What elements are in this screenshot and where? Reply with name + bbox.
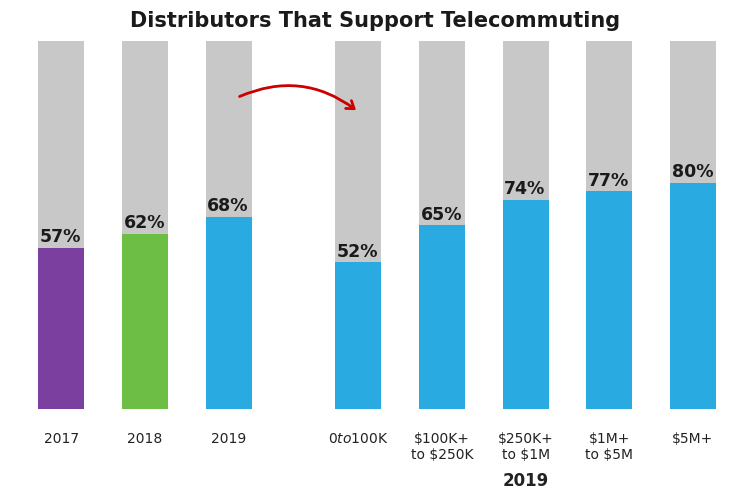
Bar (670, 41, 716, 409)
Text: 57%: 57% (40, 228, 81, 246)
Text: $5M+: $5M+ (672, 432, 713, 446)
Text: 68%: 68% (207, 197, 249, 215)
Text: 2018: 2018 (128, 432, 163, 446)
Text: $250K+
to $1M: $250K+ to $1M (498, 432, 554, 462)
Text: 52%: 52% (337, 242, 379, 261)
Bar (503, 41, 548, 409)
Bar (586, 41, 632, 409)
Text: 2019: 2019 (503, 472, 549, 489)
Bar (586, 191, 632, 409)
Text: $100K+
to $250K: $100K+ to $250K (411, 432, 473, 462)
Text: 62%: 62% (124, 214, 165, 232)
Bar (335, 41, 381, 409)
Bar (38, 41, 84, 409)
Text: 2019: 2019 (211, 432, 246, 446)
Text: $0 to $100K: $0 to $100K (328, 432, 388, 446)
Bar (503, 200, 548, 409)
Bar (335, 262, 381, 409)
Bar (122, 234, 168, 409)
Bar (419, 41, 465, 409)
Text: 65%: 65% (421, 206, 462, 224)
Text: 80%: 80% (671, 163, 713, 181)
Bar (38, 248, 84, 409)
Bar (122, 41, 168, 409)
Text: 77%: 77% (588, 172, 629, 190)
Title: Distributors That Support Telecommuting: Distributors That Support Telecommuting (130, 11, 620, 31)
Bar (206, 41, 251, 409)
Text: 74%: 74% (504, 180, 545, 198)
Text: $1M+
to $5M: $1M+ to $5M (585, 432, 633, 462)
Text: 2017: 2017 (44, 432, 79, 446)
Bar (206, 217, 251, 409)
Bar (670, 182, 716, 409)
Bar (419, 225, 465, 409)
